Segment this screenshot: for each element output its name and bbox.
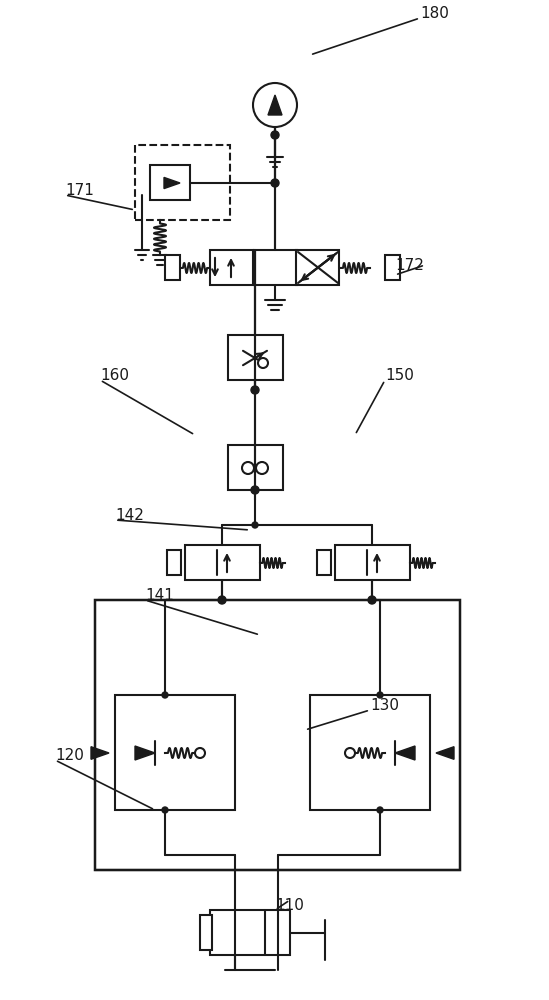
- Circle shape: [258, 358, 268, 368]
- Polygon shape: [164, 177, 180, 189]
- Circle shape: [271, 131, 279, 139]
- Bar: [115, 695, 235, 810]
- Text: 110: 110: [275, 898, 304, 913]
- Bar: [95, 600, 460, 870]
- Bar: [185, 545, 260, 580]
- Polygon shape: [436, 747, 454, 759]
- Polygon shape: [268, 95, 282, 115]
- Circle shape: [345, 748, 355, 758]
- Circle shape: [162, 807, 168, 813]
- Circle shape: [218, 596, 226, 604]
- Text: 141: 141: [145, 588, 174, 603]
- Bar: [296, 250, 339, 285]
- Text: 171: 171: [65, 183, 94, 198]
- Bar: [228, 335, 283, 380]
- Polygon shape: [395, 746, 415, 760]
- Text: 150: 150: [385, 368, 414, 383]
- Circle shape: [253, 83, 297, 127]
- Bar: [210, 250, 253, 285]
- Bar: [167, 550, 181, 575]
- Circle shape: [252, 522, 258, 528]
- Bar: [228, 445, 283, 490]
- Text: 130: 130: [370, 698, 399, 713]
- Polygon shape: [91, 747, 109, 759]
- Bar: [365, 700, 435, 805]
- Circle shape: [242, 462, 254, 474]
- Text: 142: 142: [115, 508, 144, 523]
- Bar: [210, 910, 290, 955]
- Circle shape: [162, 692, 168, 698]
- Bar: [310, 695, 430, 810]
- Circle shape: [368, 596, 376, 604]
- Bar: [200, 915, 212, 950]
- Text: 172: 172: [395, 258, 424, 273]
- Bar: [135, 145, 230, 220]
- Circle shape: [251, 386, 259, 394]
- Bar: [385, 255, 400, 280]
- Circle shape: [251, 486, 259, 494]
- Circle shape: [219, 597, 225, 603]
- Circle shape: [377, 807, 383, 813]
- Text: 180: 180: [420, 6, 449, 21]
- Circle shape: [271, 179, 279, 187]
- Bar: [254, 250, 298, 285]
- Bar: [335, 545, 410, 580]
- Polygon shape: [135, 746, 155, 760]
- Bar: [317, 550, 331, 575]
- Circle shape: [256, 462, 268, 474]
- Circle shape: [369, 597, 375, 603]
- Bar: [150, 165, 190, 200]
- Text: 120: 120: [55, 748, 84, 763]
- Bar: [165, 255, 180, 280]
- Circle shape: [377, 692, 383, 698]
- Text: 160: 160: [100, 368, 129, 383]
- Circle shape: [195, 748, 205, 758]
- Bar: [120, 700, 190, 805]
